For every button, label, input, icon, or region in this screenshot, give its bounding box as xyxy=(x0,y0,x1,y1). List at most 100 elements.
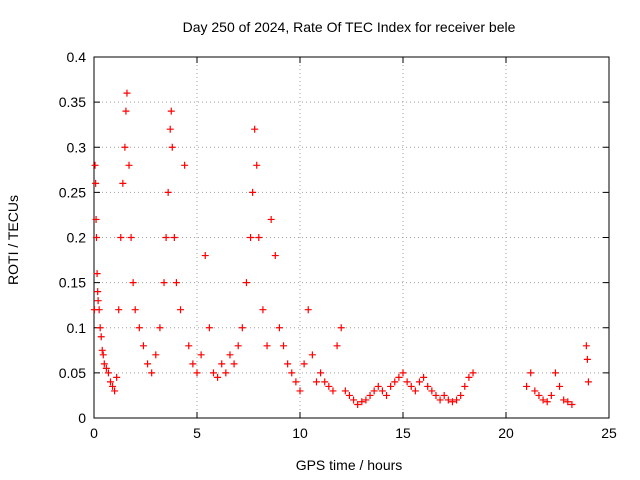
data-point xyxy=(428,387,436,395)
data-point xyxy=(129,279,137,287)
data-point xyxy=(113,373,121,381)
data-point xyxy=(189,360,197,368)
y-axis-label: ROTI / TECUs xyxy=(5,195,21,285)
data-point xyxy=(242,279,250,287)
data-point xyxy=(156,324,164,332)
data-point xyxy=(288,369,296,377)
data-point xyxy=(321,378,329,386)
axis-ticks: 0 5 10 15 20 25 0 0.05 0.1 0.15 0.2 0.25 0.3 0.35 0.4 xyxy=(59,49,617,441)
data-point xyxy=(415,378,423,386)
data-point xyxy=(181,161,189,169)
x-tick-label: 10 xyxy=(292,425,308,441)
data-point xyxy=(523,382,531,390)
data-point xyxy=(148,369,156,377)
data-point xyxy=(539,396,547,404)
data-point xyxy=(535,391,543,399)
data-point xyxy=(531,387,539,395)
data-point xyxy=(395,373,403,381)
data-point xyxy=(98,346,106,354)
data-point xyxy=(162,234,170,241)
data-point xyxy=(121,143,129,151)
data-point xyxy=(160,279,168,287)
data-point xyxy=(251,125,259,133)
data-point xyxy=(166,125,174,133)
data-point xyxy=(168,143,176,151)
data-point xyxy=(292,378,300,386)
data-point xyxy=(403,378,411,386)
data-point xyxy=(172,279,180,287)
data-point xyxy=(99,351,107,359)
x-axis-label: GPS time / hours xyxy=(296,457,403,473)
y-tick-label: 0.25 xyxy=(59,184,86,200)
data-point xyxy=(300,360,308,368)
grid xyxy=(94,57,609,418)
data-point xyxy=(205,324,213,332)
data-point xyxy=(584,378,592,386)
data-point xyxy=(164,188,172,196)
x-tick-label: 0 xyxy=(90,425,98,441)
data-point xyxy=(177,306,185,314)
y-tick-label: 0.1 xyxy=(67,320,87,336)
y-tick-label: 0.15 xyxy=(59,275,86,291)
data-point xyxy=(95,306,103,314)
x-tick-label: 20 xyxy=(498,425,514,441)
data-point xyxy=(440,391,448,399)
data-point xyxy=(432,391,440,399)
data-point xyxy=(267,215,275,223)
data-point xyxy=(362,396,370,404)
data-point xyxy=(247,234,255,241)
data-point xyxy=(93,270,101,278)
data-point xyxy=(201,252,209,260)
data-points xyxy=(90,89,592,408)
data-point xyxy=(564,398,572,406)
data-point xyxy=(387,382,395,390)
data-point xyxy=(358,398,366,406)
data-point xyxy=(317,369,325,377)
data-point xyxy=(127,234,135,241)
data-point xyxy=(123,89,131,97)
data-point xyxy=(350,396,358,404)
y-tick-label: 0.05 xyxy=(59,365,86,381)
data-point xyxy=(333,342,341,350)
data-point xyxy=(399,369,407,377)
data-point xyxy=(185,342,193,350)
data-point xyxy=(560,396,568,404)
data-point xyxy=(568,400,576,408)
data-point xyxy=(253,161,261,169)
data-point xyxy=(152,351,160,359)
data-point xyxy=(102,364,110,372)
data-point xyxy=(378,387,386,395)
data-point xyxy=(92,234,100,241)
data-point xyxy=(436,396,444,404)
data-point xyxy=(284,360,292,368)
data-point xyxy=(275,324,283,332)
x-tick-label: 15 xyxy=(395,425,411,441)
data-point xyxy=(461,382,469,390)
data-point xyxy=(304,306,312,314)
data-point xyxy=(345,391,353,399)
data-point xyxy=(91,161,99,169)
data-point xyxy=(424,382,432,390)
data-point xyxy=(167,107,175,115)
data-point xyxy=(453,396,461,404)
data-point xyxy=(139,342,147,350)
data-point xyxy=(117,234,125,241)
data-point xyxy=(222,369,230,377)
data-point xyxy=(263,342,271,350)
data-point xyxy=(193,369,201,377)
data-point xyxy=(354,400,362,408)
data-point xyxy=(308,351,316,359)
data-point xyxy=(444,396,452,404)
data-point xyxy=(230,360,238,368)
data-point xyxy=(94,288,102,296)
data-point xyxy=(527,369,535,377)
chart-title: Day 250 of 2024, Rate Of TEC Index for r… xyxy=(183,19,516,35)
data-point xyxy=(111,387,119,395)
x-tick-label: 5 xyxy=(193,425,201,441)
data-point xyxy=(209,369,217,377)
data-point xyxy=(280,342,288,350)
data-point xyxy=(337,324,345,332)
data-point xyxy=(226,351,234,359)
y-tick-label: 0.35 xyxy=(59,94,86,110)
